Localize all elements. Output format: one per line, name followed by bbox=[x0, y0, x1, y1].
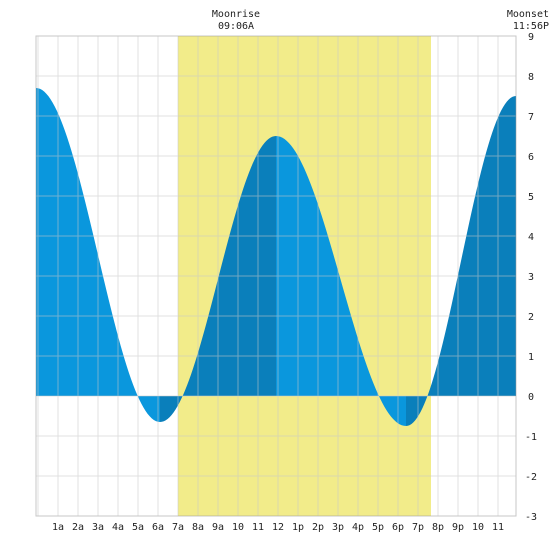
x-tick-label: 6a bbox=[152, 522, 164, 533]
x-tick-label: 7p bbox=[412, 522, 424, 533]
x-tick-label: 4p bbox=[352, 522, 364, 533]
y-tick-label: -1 bbox=[525, 432, 537, 443]
y-tick-label: 2 bbox=[528, 312, 534, 323]
x-tick-label: 9a bbox=[212, 522, 224, 533]
x-tick-label: 11 bbox=[492, 522, 504, 533]
x-tick-label: 6p bbox=[392, 522, 404, 533]
x-tick-label: 5a bbox=[132, 522, 144, 533]
x-tick-label: 3p bbox=[332, 522, 344, 533]
x-tick-label: 1p bbox=[292, 522, 304, 533]
x-tick-label: 4a bbox=[112, 522, 124, 533]
x-tick-label: 10 bbox=[232, 522, 244, 533]
y-tick-label: 1 bbox=[528, 352, 534, 363]
y-tick-label: 3 bbox=[528, 272, 534, 283]
y-tick-label: 6 bbox=[528, 152, 534, 163]
y-tick-label: -2 bbox=[525, 472, 537, 483]
y-tick-label: 9 bbox=[528, 32, 534, 43]
x-tick-label: 2a bbox=[72, 522, 84, 533]
moonrise-time: 09:06A bbox=[218, 21, 254, 32]
y-tick-label: 0 bbox=[528, 392, 534, 403]
y-tick-label: 7 bbox=[528, 112, 534, 123]
x-tick-label: 2p bbox=[312, 522, 324, 533]
moonset-label: Moonset bbox=[507, 9, 549, 20]
x-tick-labels: 1a 2a 3a 4a 5a 6a 7a 8a 9a 10 11 12 1p 2p 3p 4p 5p 6p 7p 8p… bbox=[52, 522, 504, 533]
x-tick-label: 10 bbox=[472, 522, 484, 533]
falling-tide-segment bbox=[276, 136, 406, 426]
grid bbox=[35, 35, 517, 517]
x-tick-label: 9p bbox=[452, 522, 464, 533]
x-tick-label: 11 bbox=[252, 522, 264, 533]
x-tick-label: 12 bbox=[272, 522, 284, 533]
moonset-time: 11:56P bbox=[513, 21, 549, 32]
y-tick-label: -3 bbox=[525, 512, 537, 523]
x-tick-label: 8p bbox=[432, 522, 444, 533]
x-tick-label: 8a bbox=[192, 522, 204, 533]
y-tick-label: 8 bbox=[528, 72, 534, 83]
y-tick-label: 5 bbox=[528, 192, 534, 203]
x-tick-label: 3a bbox=[92, 522, 104, 533]
x-tick-label: 5p bbox=[372, 522, 384, 533]
rising-tide-segment bbox=[406, 96, 516, 426]
y-tick-label: 4 bbox=[528, 232, 534, 243]
x-tick-label: 7a bbox=[172, 522, 184, 533]
plot-frame bbox=[35, 35, 517, 517]
x-tick-label: 1a bbox=[52, 522, 64, 533]
y-tick-labels: -3 -2 -1 0 1 2 3 4 5 6 7 8 9 bbox=[525, 32, 537, 523]
moonrise-label: Moonrise bbox=[212, 9, 260, 20]
